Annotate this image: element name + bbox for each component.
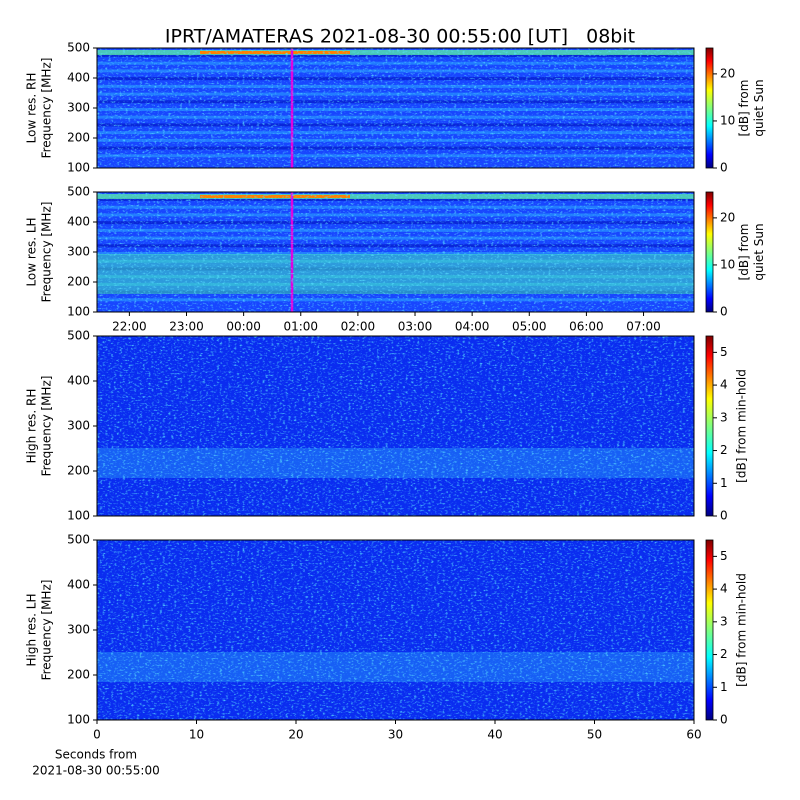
y-tick-label: 200	[67, 275, 90, 289]
colorbar-tick-label: 0	[720, 305, 728, 319]
x-tick-label: 00:00	[226, 320, 261, 334]
colorbar-tick-label: 3	[720, 410, 728, 424]
x-tick-label: 05:00	[512, 320, 547, 334]
colorbar-tick-label: 3	[720, 614, 728, 628]
colorbar	[705, 47, 714, 169]
colorbar-label: quiet Sun	[752, 79, 766, 136]
colorbar-tick-label: 2	[720, 443, 728, 457]
y-tick-label: 300	[67, 101, 90, 115]
y-tick-label: 100	[67, 713, 90, 727]
y-tick-label: 300	[67, 245, 90, 259]
x-tick-label: 06:00	[569, 320, 604, 334]
y-tick-label: 400	[67, 374, 90, 388]
colorbar-tick-label: 1	[720, 476, 728, 490]
colorbar	[705, 539, 714, 721]
y-axis-label: Low res. LH	[25, 217, 39, 286]
x-tick-label: 07:00	[626, 320, 661, 334]
colorbar-tick-label: 20	[720, 210, 735, 224]
y-tick-label: 500	[67, 533, 90, 547]
y-tick-label: 200	[67, 668, 90, 682]
colorbar-tick-label: 4	[720, 378, 728, 392]
colorbar-label: [dB] from min-hold	[735, 573, 749, 687]
y-axis-label: Frequency [MHz]	[40, 202, 54, 303]
x-tick-label: 10	[189, 728, 204, 742]
x-tick-label: 03:00	[398, 320, 433, 334]
y-tick-label: 500	[67, 329, 90, 343]
y-tick-label: 400	[67, 71, 90, 85]
x-tick-label: 30	[388, 728, 403, 742]
colorbar-tick-label: 0	[720, 713, 728, 727]
x-axis-label: 2021-08-30 00:55:00	[32, 764, 159, 778]
x-tick-label: 50	[587, 728, 602, 742]
y-tick-label: 100	[67, 161, 90, 175]
colorbar-label: [dB] from	[737, 80, 751, 137]
colorbar-tick-label: 2	[720, 647, 728, 661]
colorbar-tick-label: 1	[720, 680, 728, 694]
spectrogram-noise	[97, 48, 694, 168]
y-axis-label: Low res. RH	[25, 73, 39, 144]
colorbar-tick-label: 5	[720, 345, 728, 359]
figure-title: IPRT/AMATERAS 2021-08-30 00:55:00 [UT] 0…	[165, 26, 635, 48]
x-tick-label: 02:00	[341, 320, 376, 334]
spectrogram-noise	[97, 336, 694, 516]
x-tick-label: 20	[288, 728, 303, 742]
colorbar-label: [dB] from min-hold	[735, 369, 749, 483]
colorbar-tick-label: 20	[720, 66, 735, 80]
y-tick-label: 300	[67, 623, 90, 637]
x-tick-label: 01:00	[283, 320, 318, 334]
x-tick-label: 0	[93, 728, 101, 742]
x-tick-label: 60	[686, 728, 701, 742]
y-tick-label: 500	[67, 185, 90, 199]
colorbar-label: [dB] from	[737, 224, 751, 281]
colorbar-tick-label: 0	[720, 509, 728, 523]
x-axis-label: Seconds from	[55, 748, 137, 762]
colorbar-tick-label: 4	[720, 582, 728, 596]
y-tick-label: 200	[67, 131, 90, 145]
x-tick-label: 22:00	[112, 320, 147, 334]
x-tick-label: 23:00	[169, 320, 204, 334]
colorbar	[705, 191, 714, 313]
y-axis-label: Frequency [MHz]	[40, 580, 54, 681]
colorbar-tick-label: 10	[720, 257, 735, 271]
colorbar-tick-label: 5	[720, 549, 728, 563]
y-axis-label: Frequency [MHz]	[40, 376, 54, 477]
x-tick-label: 04:00	[455, 320, 490, 334]
colorbar-label: quiet Sun	[752, 223, 766, 280]
spectrogram-noise	[97, 540, 694, 720]
x-tick-label: 40	[487, 728, 502, 742]
spectrogram-noise	[97, 192, 694, 312]
y-tick-label: 400	[67, 215, 90, 229]
y-tick-label: 100	[67, 509, 90, 523]
colorbar	[705, 335, 714, 517]
y-axis-label: High res. LH	[25, 593, 39, 666]
colorbar-tick-label: 10	[720, 113, 735, 127]
colorbar-tick-label: 0	[720, 161, 728, 175]
y-tick-label: 200	[67, 464, 90, 478]
y-tick-label: 300	[67, 419, 90, 433]
y-tick-label: 500	[67, 41, 90, 55]
y-axis-label: High res. RH	[25, 389, 39, 464]
y-tick-label: 100	[67, 305, 90, 319]
y-tick-label: 400	[67, 578, 90, 592]
y-axis-label: Frequency [MHz]	[40, 58, 54, 159]
